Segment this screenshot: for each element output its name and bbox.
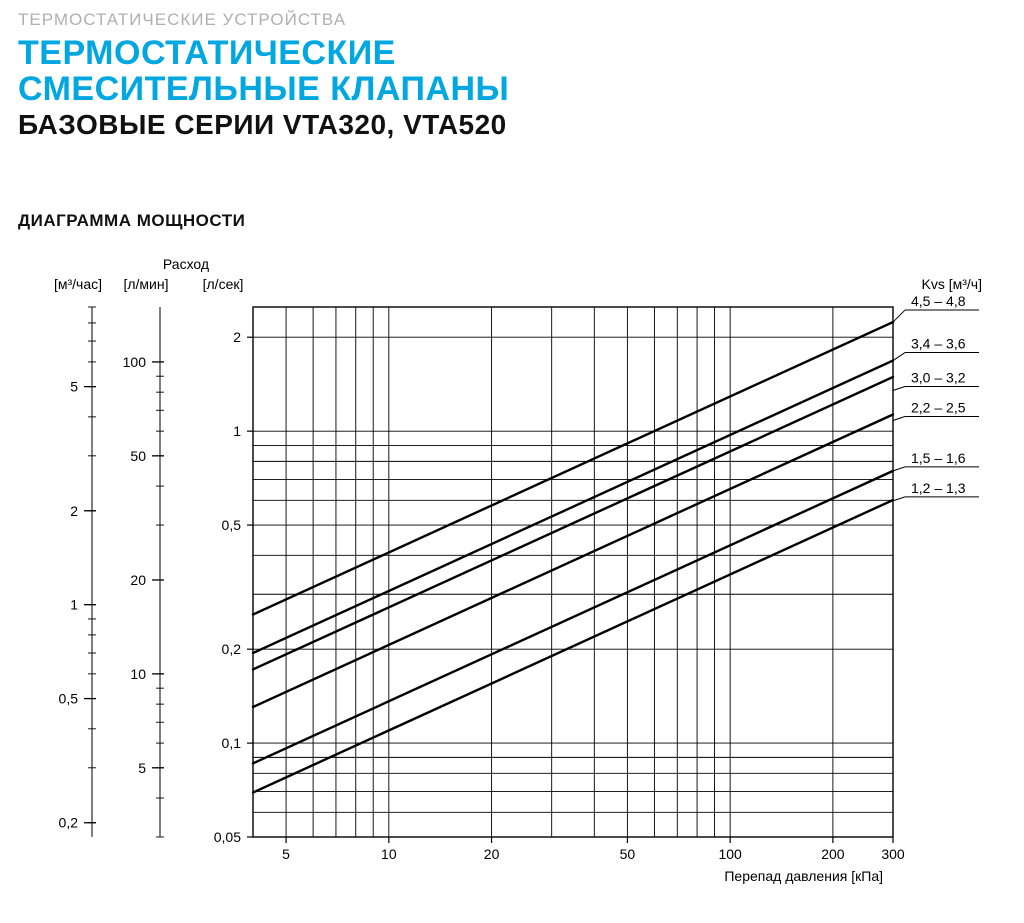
svg-text:0,5: 0,5	[59, 691, 79, 707]
chart-svg: 5 10 20 50 100 200 300 Перепад давления [кПа] 0,…	[18, 249, 988, 889]
svg-text:2,2 – 2,5: 2,2 – 2,5	[911, 400, 966, 416]
svg-text:4,5 – 4,8: 4,5 – 4,8	[911, 293, 966, 309]
section-heading: ДИАГРАММА МОЩНОСТИ	[18, 211, 1006, 231]
svg-text:Kvs [м³/ч]: Kvs [м³/ч]	[922, 276, 982, 292]
svg-text:10: 10	[381, 846, 397, 862]
svg-text:0,5: 0,5	[222, 517, 242, 533]
svg-text:0,1: 0,1	[222, 735, 242, 751]
svg-text:100: 100	[123, 354, 147, 370]
svg-text:0,2: 0,2	[59, 815, 79, 831]
svg-text:1: 1	[70, 597, 78, 613]
page-title-line1: ТЕРМОСТАТИЧЕСКИЕ	[18, 34, 396, 72]
svg-text:1,2 – 1,3: 1,2 – 1,3	[911, 480, 966, 496]
svg-text:5: 5	[70, 379, 78, 395]
svg-text:Перепад давления [кПа]: Перепад давления [кПа]	[724, 868, 883, 884]
svg-text:200: 200	[821, 846, 845, 862]
svg-text:5: 5	[282, 846, 290, 862]
breadcrumb: ТЕРМОСТАТИЧЕСКИЕ УСТРОЙСТВА	[18, 10, 1006, 30]
svg-text:2: 2	[70, 503, 78, 519]
page-title: ТЕРМОСТАТИЧЕСКИЕ СМЕСИТЕЛЬНЫЕ КЛАПАНЫ	[18, 36, 1006, 107]
svg-text:3,0 – 3,2: 3,0 – 3,2	[911, 370, 966, 386]
svg-text:Расход: Расход	[163, 256, 209, 272]
svg-text:3,4 – 3,6: 3,4 – 3,6	[911, 336, 966, 352]
svg-text:20: 20	[484, 846, 500, 862]
svg-text:1,5 – 1,6: 1,5 – 1,6	[911, 450, 966, 466]
svg-text:2: 2	[233, 330, 241, 346]
svg-text:5: 5	[138, 760, 146, 776]
svg-text:[л/мин]: [л/мин]	[123, 276, 168, 292]
svg-text:0,2: 0,2	[222, 642, 242, 658]
svg-text:50: 50	[620, 846, 636, 862]
svg-text:0,05: 0,05	[214, 829, 241, 845]
page-subtitle: БАЗОВЫЕ СЕРИИ VTA320, VTA520	[18, 109, 1006, 141]
svg-text:300: 300	[881, 846, 905, 862]
svg-text:1: 1	[233, 424, 241, 440]
svg-text:10: 10	[130, 666, 146, 682]
svg-text:100: 100	[718, 846, 742, 862]
svg-text:[м³/час]: [м³/час]	[54, 276, 102, 292]
svg-text:[л/сек]: [л/сек]	[203, 276, 244, 292]
capacity-chart: 5 10 20 50 100 200 300 Перепад давления [кПа] 0,…	[18, 249, 988, 899]
svg-text:20: 20	[130, 572, 146, 588]
page-title-line2: СМЕСИТЕЛЬНЫЕ КЛАПАНЫ	[18, 70, 509, 108]
svg-text:50: 50	[130, 448, 146, 464]
